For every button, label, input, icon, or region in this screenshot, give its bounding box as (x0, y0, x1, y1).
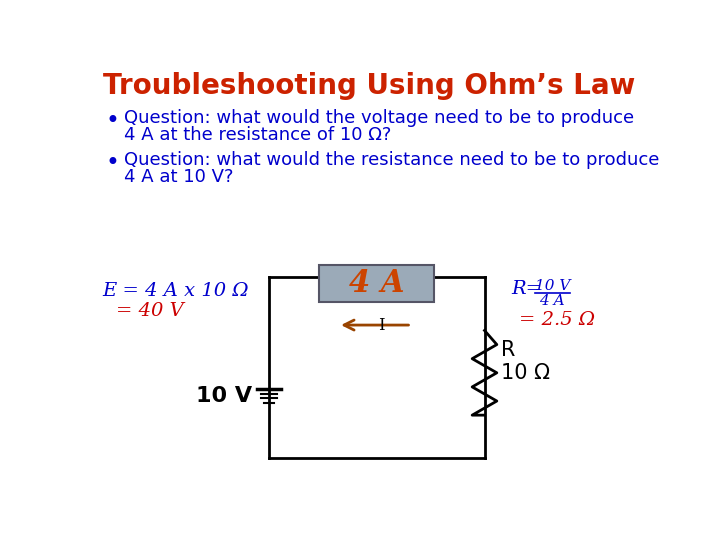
Text: I: I (377, 316, 384, 334)
Text: 4 A at the resistance of 10 Ω?: 4 A at the resistance of 10 Ω? (124, 126, 392, 144)
Text: Question: what would the resistance need to be to produce: Question: what would the resistance need… (124, 151, 660, 169)
Text: 10 Ω: 10 Ω (501, 363, 551, 383)
Text: 10 V: 10 V (534, 279, 570, 293)
Text: Troubleshooting Using Ohm’s Law: Troubleshooting Using Ohm’s Law (102, 72, 635, 100)
Text: = 2.5 Ω: = 2.5 Ω (519, 311, 595, 329)
Text: = 40 V: = 40 V (117, 302, 184, 320)
Text: 4 A at 10 V?: 4 A at 10 V? (124, 168, 233, 186)
Text: Question: what would the voltage need to be to produce: Question: what would the voltage need to… (124, 110, 634, 127)
Text: 10 V: 10 V (196, 386, 252, 406)
Text: •: • (106, 110, 120, 133)
Text: 4 A: 4 A (539, 294, 565, 308)
Bar (319, 265, 434, 302)
Text: 4 A: 4 A (349, 268, 405, 299)
Text: •: • (106, 151, 120, 175)
Text: R=: R= (511, 280, 542, 299)
Text: E = 4 A x 10 Ω: E = 4 A x 10 Ω (102, 282, 249, 300)
Text: R: R (501, 340, 516, 360)
